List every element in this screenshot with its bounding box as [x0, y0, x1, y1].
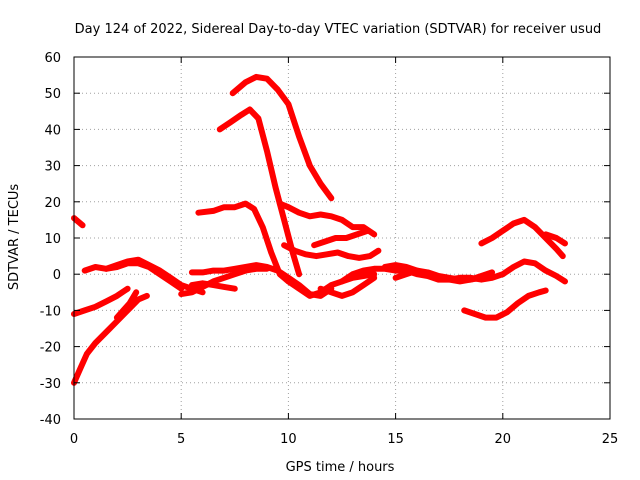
series-layer	[71, 73, 568, 386]
series-line-arc-9	[71, 292, 150, 386]
x-tick-label: 25	[602, 432, 619, 447]
y-tick-label: 60	[44, 51, 61, 66]
y-tick-label: -30	[40, 377, 61, 392]
y-tick-label: 40	[44, 123, 61, 138]
tick-labels-layer: 0 5 10 15 20 25 -40 -30 -20 -10 0 10 20 30 40 50 60	[40, 51, 619, 447]
y-tick-label: 30	[44, 160, 61, 175]
x-axis-label: GPS time / hours	[286, 460, 395, 475]
chart-title: Day 124 of 2022, Sidereal Day-to-day VTE…	[75, 22, 602, 37]
series-line-arc-6	[311, 227, 371, 249]
series-line-arc-13	[178, 265, 270, 298]
x-tick-label: 15	[387, 432, 404, 447]
series-line-arc-17	[317, 274, 378, 299]
series-line-arc-12	[103, 260, 185, 292]
series-line-arc-10	[113, 289, 140, 321]
series-line-arc-16	[285, 271, 378, 299]
series-line-arc-21	[478, 216, 566, 260]
series-line-arc-3	[195, 200, 292, 285]
series-line-arc-7	[71, 215, 86, 229]
x-tick-label: 5	[177, 432, 185, 447]
series-line-arc-2	[216, 106, 303, 278]
ticks-layer	[73, 56, 611, 420]
y-axis-label: SDTVAR / TECUs	[7, 184, 22, 291]
series-line-arc-14	[188, 280, 238, 292]
series-line-arc-23	[461, 287, 549, 321]
x-tick-label: 0	[70, 432, 78, 447]
series-line-arc-22	[542, 231, 568, 247]
y-tick-label: 10	[44, 232, 61, 247]
x-tick-label: 10	[280, 432, 297, 447]
y-tick-label: -10	[40, 304, 61, 319]
y-tick-label: 0	[53, 268, 61, 283]
y-tick-label: 20	[44, 196, 61, 211]
x-tick-label: 20	[495, 432, 512, 447]
series-line-arc-5	[281, 242, 382, 261]
y-tick-label: 50	[44, 87, 61, 102]
series-line-arc-20	[392, 267, 496, 285]
y-tick-label: -20	[40, 341, 61, 356]
y-tick-label: -40	[40, 413, 61, 428]
series-line-arc-4	[276, 200, 378, 238]
series-line-arc-1	[229, 73, 335, 202]
series-line-arc-8	[71, 285, 131, 317]
